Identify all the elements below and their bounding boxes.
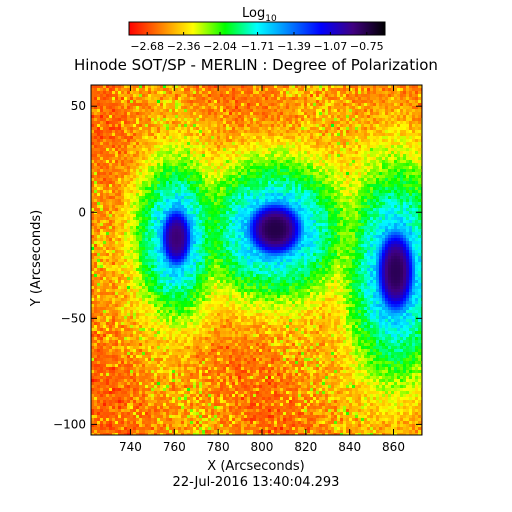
colorbar-tick-label: −1.39 <box>277 40 311 53</box>
colorbar-label-subscript: 10 <box>265 14 277 24</box>
plot-frame <box>90 84 423 436</box>
date-label: 22-Jul-2016 13:40:04.293 <box>173 475 340 490</box>
x-tick-label: 760 <box>163 440 186 454</box>
x-tick-label: 820 <box>294 440 317 454</box>
colorbar-tick-label: −1.71 <box>241 40 275 53</box>
x-tick-label: 780 <box>207 440 230 454</box>
x-tick-label: 860 <box>382 440 405 454</box>
colorbar-tick-label: −2.04 <box>203 40 237 53</box>
colorbar-tick-label: −1.07 <box>314 40 348 53</box>
x-tick-label: 740 <box>119 440 142 454</box>
heatmap-image <box>91 85 422 435</box>
x-axis-label: X (Arcseconds) <box>207 459 304 474</box>
colorbar <box>128 21 386 36</box>
chart-title: Hinode SOT/SP - MERLIN : Degree of Polar… <box>74 56 438 74</box>
y-tick-label: 50 <box>71 99 86 113</box>
colorbar-ticks: −2.68 −2.36 −2.04 −1.71 −1.39 −1.07 −0.75 <box>130 32 384 53</box>
y-axis-label: Y (Arcseconds) <box>29 210 44 307</box>
colorbar-tick-label: −2.36 <box>167 40 201 53</box>
colorbar-label: Log10 <box>242 6 277 24</box>
axes: 740 760 780 800 820 840 860 50 0 −50 −100 <box>53 85 422 454</box>
x-tick-label: 800 <box>251 440 274 454</box>
y-tick-label: 0 <box>78 205 86 219</box>
y-tick-label: −100 <box>53 417 86 431</box>
y-tick-label: −50 <box>61 311 86 325</box>
x-tick-label: 840 <box>338 440 361 454</box>
colorbar-tick-label: −0.75 <box>350 40 384 53</box>
colorbar-tick-label: −2.68 <box>130 40 164 53</box>
